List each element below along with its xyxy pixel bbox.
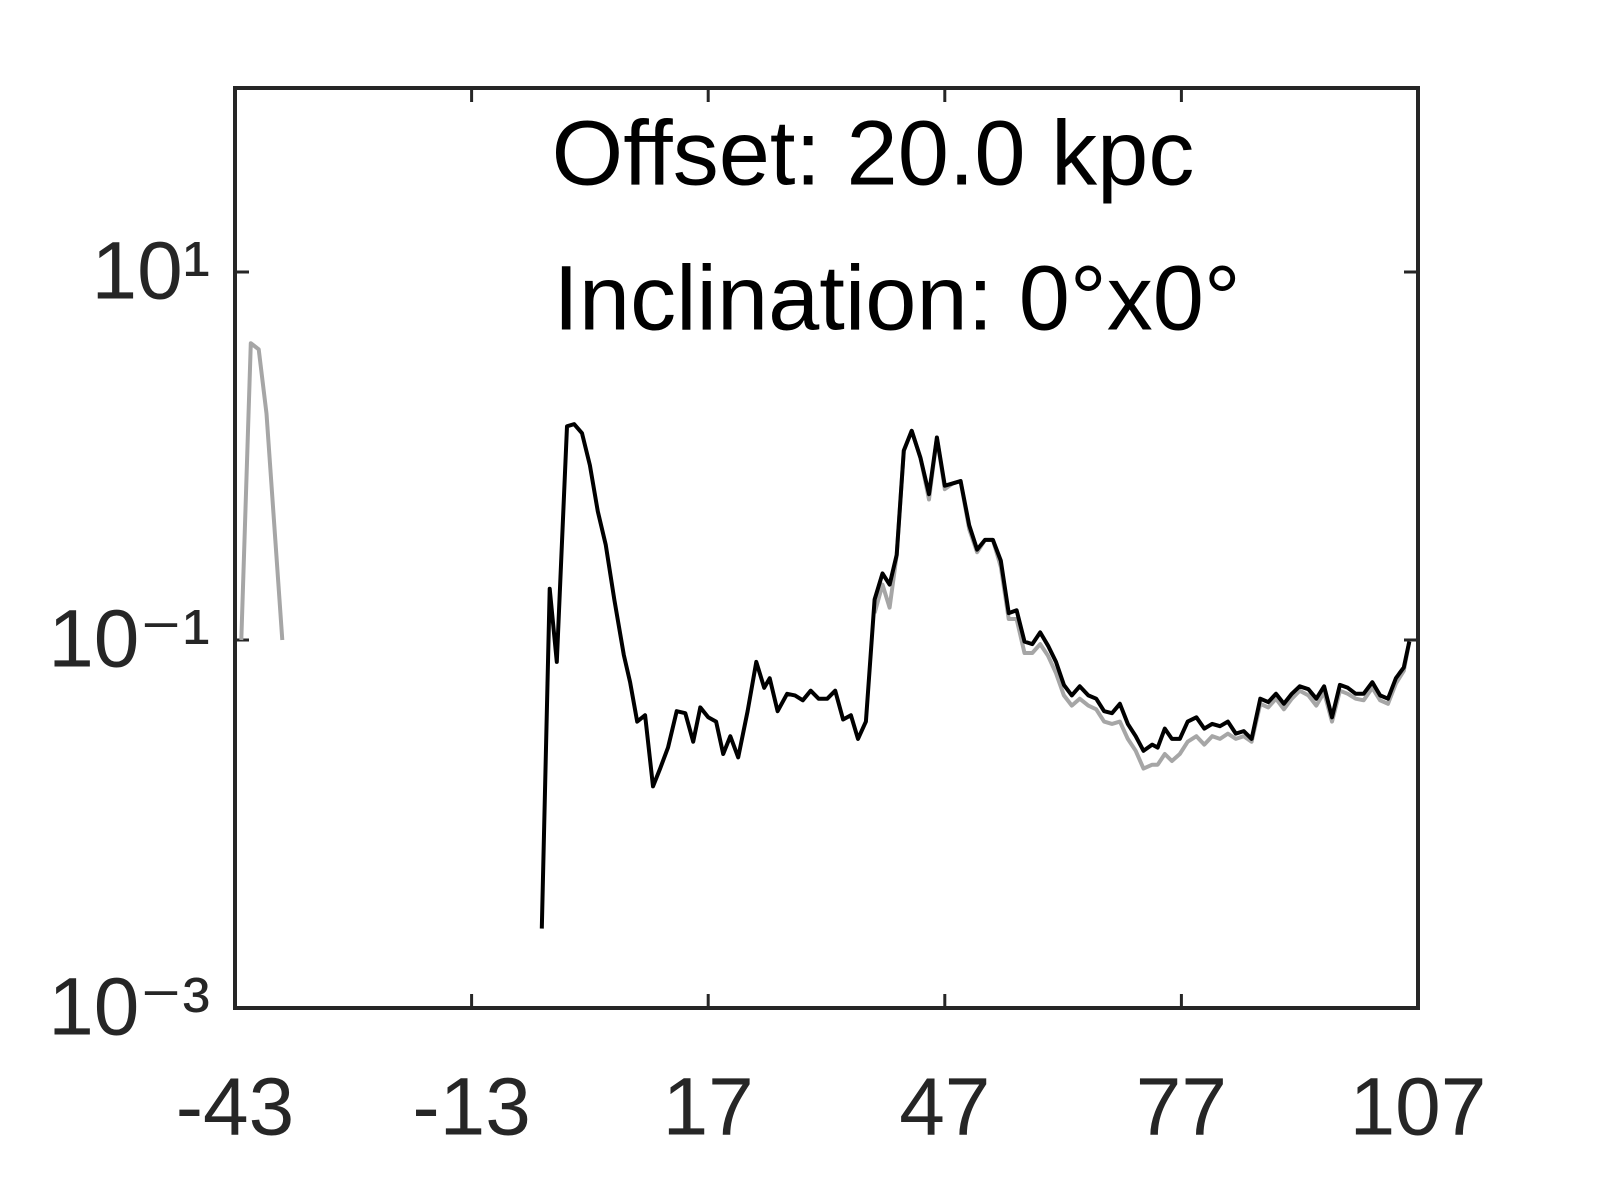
data-line xyxy=(239,341,1412,771)
plot-lines xyxy=(239,341,1412,929)
y-tick-label: 10¹ xyxy=(91,226,210,317)
annotation: Inclination: 0°x0° xyxy=(553,247,1240,349)
annotation: Offset: 20.0 kpc xyxy=(552,102,1195,204)
x-tick-label: 47 xyxy=(899,1062,990,1153)
data-line xyxy=(539,422,1412,929)
x-tick-label: 77 xyxy=(1136,1062,1227,1153)
x-tick-label: -43 xyxy=(176,1062,295,1153)
x-tick-label: -13 xyxy=(412,1062,531,1153)
axes: -43 -13 17 47 77 107 10⁻³ 10⁻¹ 10¹ xyxy=(48,88,1486,1153)
x-tick-label: 17 xyxy=(663,1062,754,1153)
y-tick-label: 10⁻¹ xyxy=(48,594,210,685)
y-tick-label: 10⁻³ xyxy=(48,962,210,1053)
x-tick-label: 107 xyxy=(1350,1062,1487,1153)
axes-frame xyxy=(233,86,1420,1010)
